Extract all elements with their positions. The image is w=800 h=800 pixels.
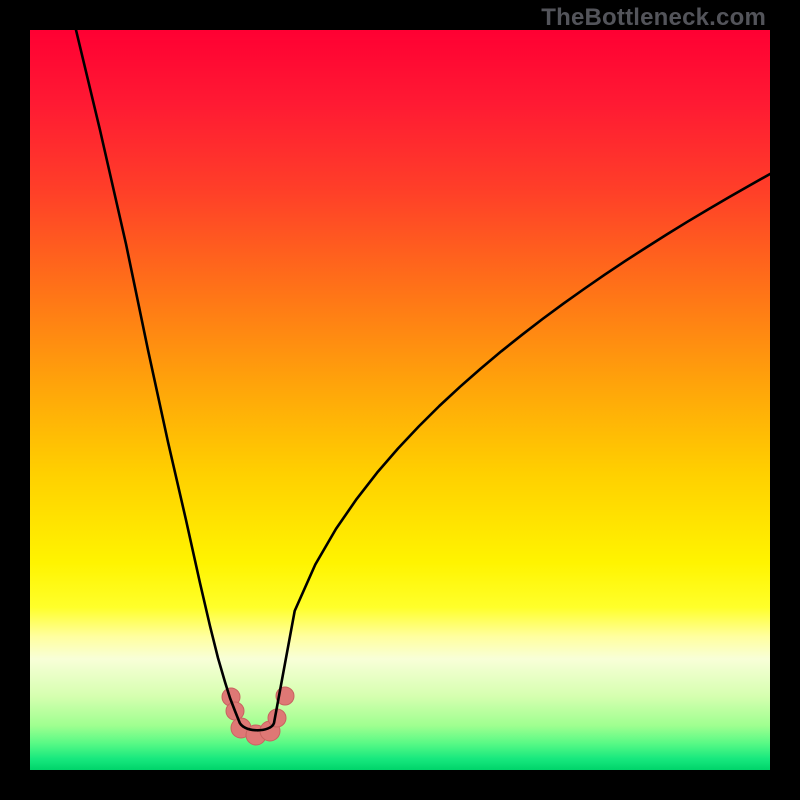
bottleneck-curve — [76, 30, 770, 730]
curve-layer — [30, 30, 770, 770]
plot-area — [30, 30, 770, 770]
marker-cluster — [222, 687, 294, 745]
chart-frame: TheBottleneck.com — [0, 0, 800, 800]
watermark-text: TheBottleneck.com — [541, 4, 766, 32]
